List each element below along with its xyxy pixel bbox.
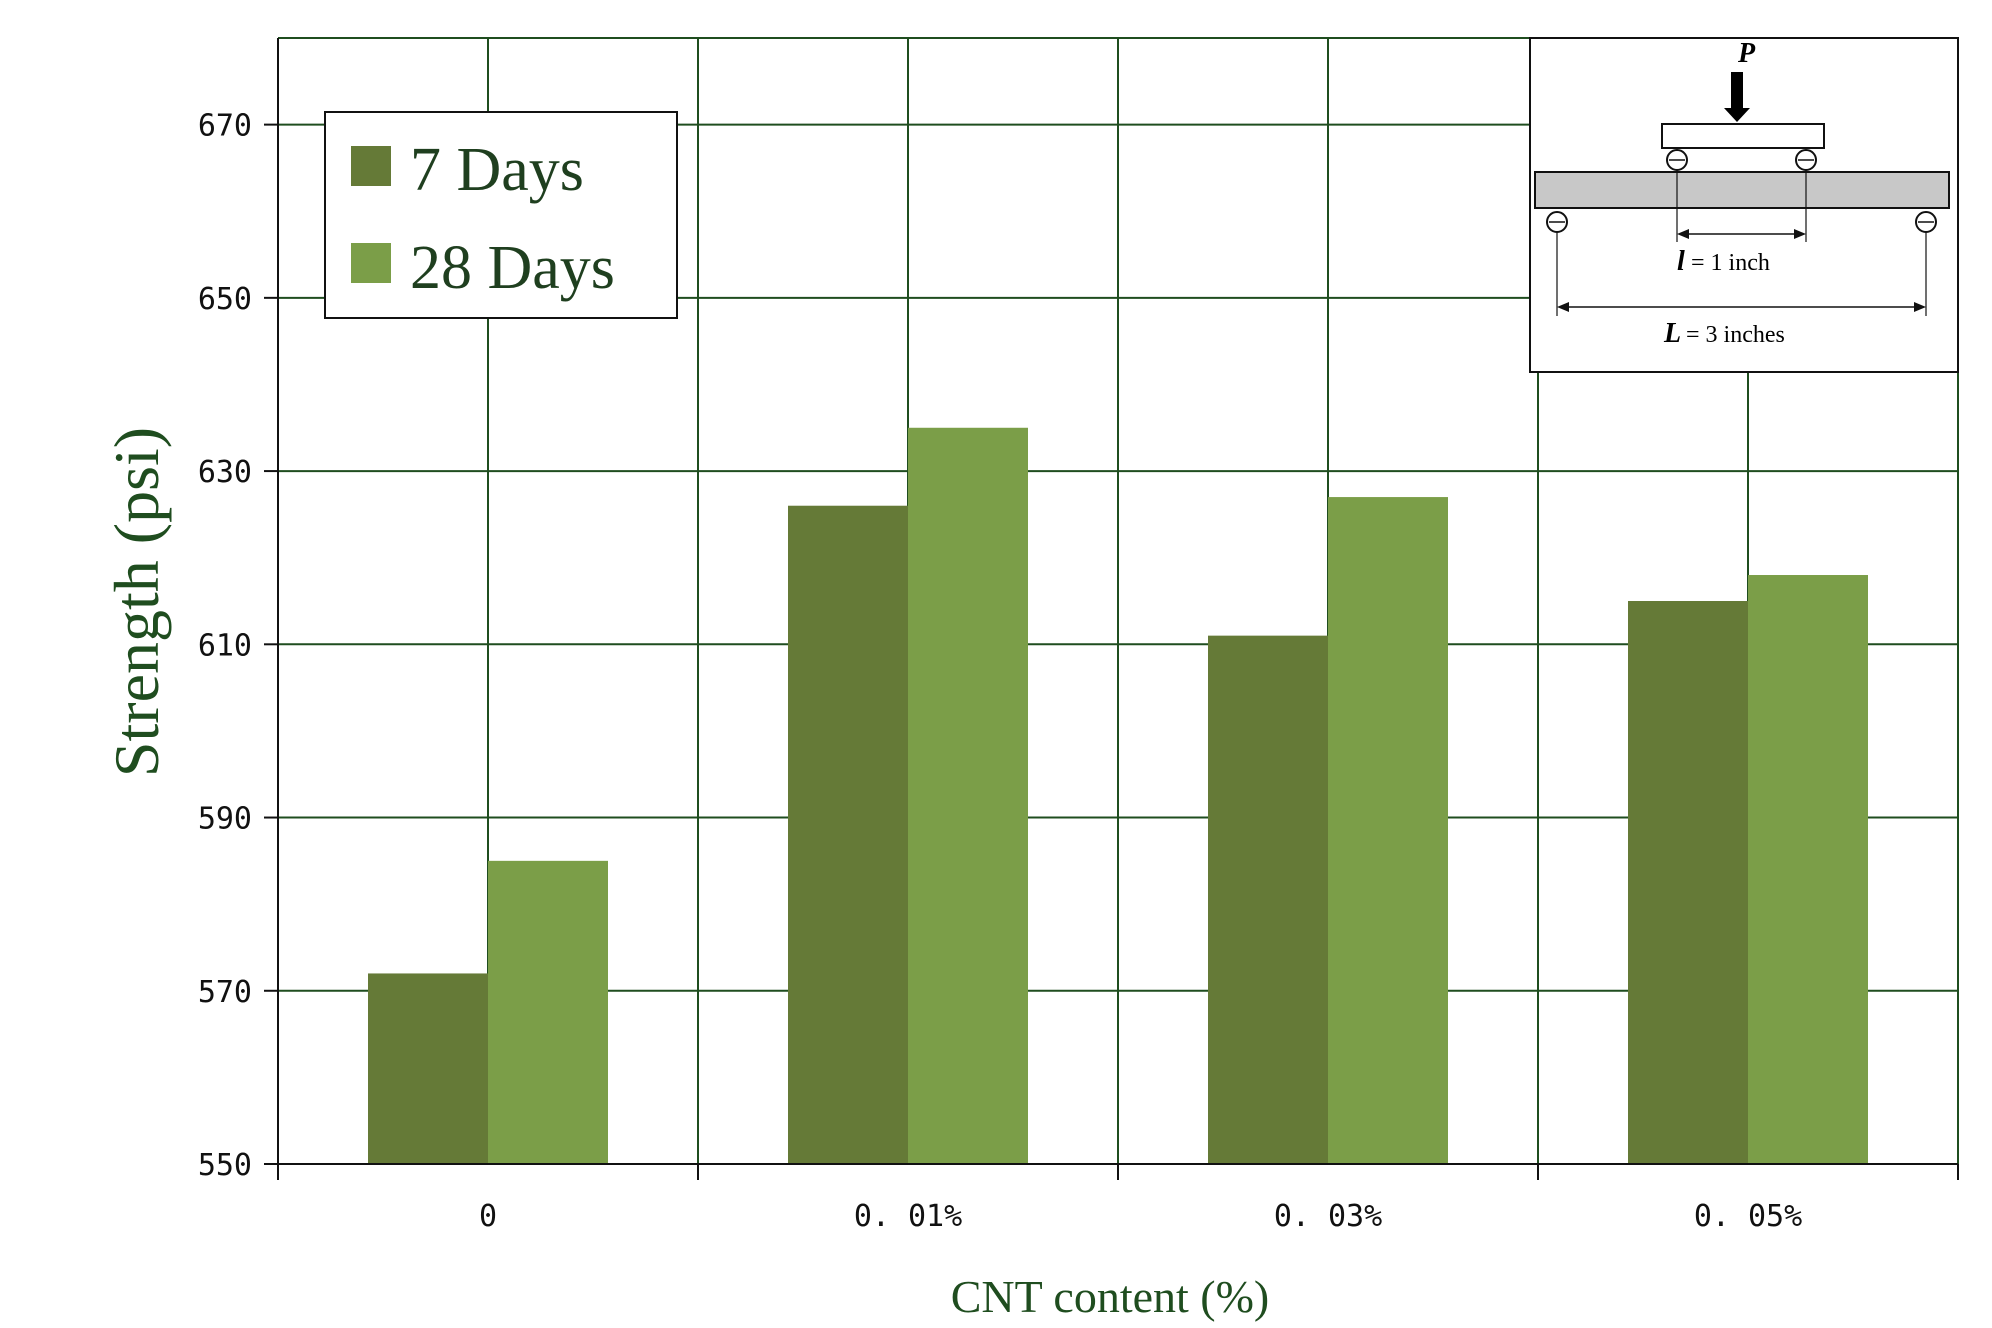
bar-28-days	[488, 860, 608, 1164]
y-tick-label: 630	[198, 455, 252, 490]
y-axis-title: Strength (psi)	[101, 427, 172, 777]
inner-span-label: = 1 inch	[1691, 250, 1770, 276]
bar-7-days	[1628, 601, 1748, 1164]
specimen-beam	[1534, 171, 1950, 209]
outer-span-var: L	[1663, 318, 1681, 349]
y-tick-label: 610	[198, 628, 252, 663]
y-tick-label: 670	[198, 109, 252, 144]
y-tick-label: 650	[198, 282, 252, 317]
inner-span-var: l	[1677, 246, 1685, 277]
tick-labels: 550 570 590 610 630 650 670 0 0. 01% 0. 03% 0. 05%	[198, 109, 1802, 1234]
x-tick-label: 0	[479, 1199, 497, 1234]
test-setup-inset: P l = 1 inch	[1529, 37, 1959, 373]
load-arrow	[1724, 72, 1750, 122]
axes	[264, 38, 1959, 1180]
outer-span-dimension: L = 3 inches	[1556, 232, 1927, 349]
bar-28-days	[1328, 497, 1448, 1164]
bar-7-days	[788, 505, 908, 1164]
legend-swatch-28-days	[351, 243, 391, 283]
legend: 7 Days 28 Days	[324, 111, 678, 319]
bar-7-days	[1208, 635, 1328, 1164]
loading-bar	[1661, 123, 1825, 149]
legend-label-7-days: 7 Days	[410, 136, 584, 204]
x-tick-label: 0. 01%	[854, 1199, 962, 1234]
load-label: P	[1737, 38, 1756, 69]
x-axis-title: CNT content (%)	[951, 1271, 1270, 1322]
bar-7-days	[368, 973, 488, 1164]
outer-span-label: = 3 inches	[1686, 322, 1785, 348]
y-tick-label: 570	[198, 975, 252, 1010]
inner-span-dimension: l = 1 inch	[1676, 170, 1807, 277]
legend-label-28-days: 28 Days	[410, 234, 615, 302]
bar-28-days	[1748, 575, 1868, 1164]
bar-28-days	[908, 427, 1028, 1164]
legend-swatch-7-days	[351, 146, 391, 186]
y-tick-label: 550	[198, 1148, 252, 1183]
y-tick-label: 590	[198, 802, 252, 837]
x-tick-label: 0. 05%	[1694, 1199, 1802, 1234]
x-tick-label: 0. 03%	[1274, 1199, 1382, 1234]
bars	[368, 427, 1868, 1164]
